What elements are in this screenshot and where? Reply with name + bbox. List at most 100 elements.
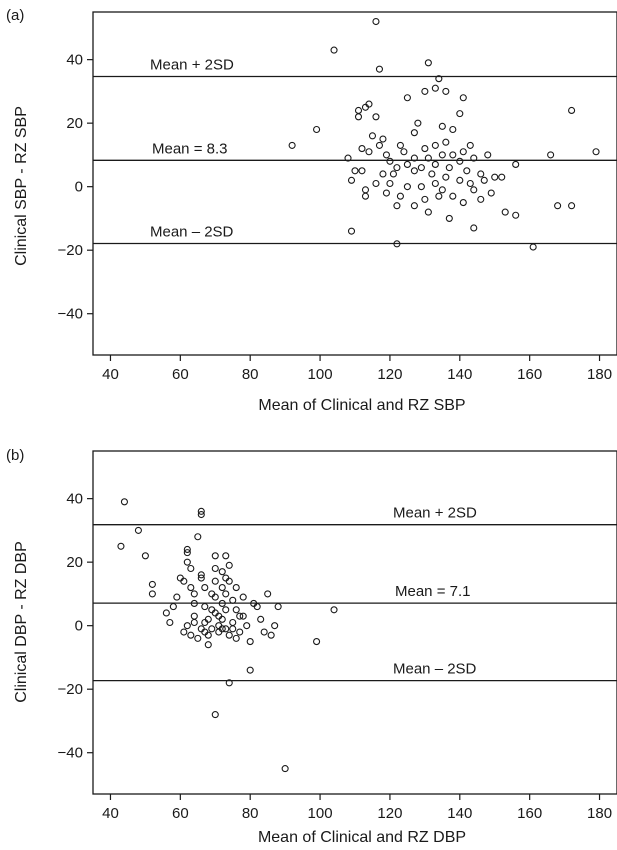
panel-b-data-point: [183, 558, 191, 566]
panel-a-data-point: [498, 173, 506, 181]
panel-b-data-point: [204, 615, 212, 623]
panel-a-reference-line-label: Mean – 2SD: [150, 224, 234, 241]
panel-a-data-point: [445, 214, 453, 222]
panel-a-data-point: [421, 145, 429, 153]
panel-b-data-point: [197, 625, 205, 633]
panel-a-data-point: [456, 110, 464, 118]
panel-a-data-point: [431, 84, 439, 92]
panel-a-data-point: [554, 202, 562, 210]
panel-a-y-tick-label: 0: [75, 179, 83, 196]
panel-a-x-tick-label: 140: [447, 366, 472, 383]
panel-b-data-point: [190, 590, 198, 598]
panel-b-data-point: [204, 631, 212, 639]
panel-b-data-point: [162, 609, 170, 617]
panel-a-data-point: [449, 192, 457, 200]
panel-a-data-point: [431, 179, 439, 188]
panel-a-data-point: [445, 164, 453, 172]
panel-a-data-point: [512, 211, 520, 219]
panel-a-data-point: [480, 176, 488, 184]
panel-a-data-point: [354, 113, 363, 121]
panel-a-x-tick-label: 180: [587, 366, 612, 383]
panel-b-x-tick-label: 40: [102, 805, 119, 822]
panel-a-data-point: [421, 195, 429, 203]
panel-a-data-point: [354, 106, 363, 115]
panel-a-data-point: [393, 164, 401, 172]
panel-b-data-point: [211, 552, 219, 560]
panel-b-data-point: [211, 564, 219, 573]
panel-b-data-point: [211, 593, 219, 601]
panel-a-data-point: [438, 151, 446, 159]
panel-a-data-point: [396, 141, 404, 149]
panel-b-x-tick-label: 120: [377, 805, 402, 822]
panel-a-data-point: [568, 202, 576, 210]
panel-a-data-point: [456, 176, 464, 184]
panel-a-data-point: [438, 186, 446, 194]
panel-a-data-point: [477, 195, 485, 203]
panel-a-x-axis-label: Mean of Clinical and RZ SBP: [258, 397, 465, 414]
panel-b-data-point: [264, 590, 272, 598]
panel-b-data-point: [183, 549, 191, 557]
panel-a-data-point: [396, 192, 404, 200]
panel-b-data-point: [229, 618, 237, 627]
panel-b-x-tick-label: 180: [587, 805, 612, 822]
panel-a-data-point: [491, 173, 499, 181]
panel-a-data-point: [403, 160, 411, 168]
panel-b-x-tick-label: 80: [242, 805, 259, 822]
panel-b-data-point: [218, 584, 226, 592]
panel-a-data-point: [330, 46, 338, 54]
panel-b-data-point: [180, 577, 188, 585]
panel-b-data-point: [204, 641, 212, 649]
panel-a-y-tick-label: −20: [58, 242, 83, 259]
panel-b-data-point: [236, 612, 244, 620]
panel-b-data-point: [190, 618, 198, 627]
panel-a-data-point: [410, 167, 418, 175]
panel-b-plot-frame: [92, 450, 617, 795]
panel-a-data-point: [386, 157, 394, 165]
panel-a-data-point: [410, 202, 418, 210]
panel-b-data-point: [243, 622, 251, 630]
panel-a-data-point: [379, 170, 387, 178]
panel-a-data-point: [403, 183, 411, 191]
panel-b-data-point: [222, 606, 230, 614]
panel-a-data-point: [417, 164, 425, 172]
panel-b-data-point: [225, 679, 233, 687]
panel-a-data-point: [442, 138, 450, 146]
panel-a-points: [288, 17, 600, 251]
panel-a-x-ticks: 40 60 80 100 120 140 160 180: [102, 355, 612, 383]
panel-b-data-point: [257, 615, 265, 623]
panel-b-data-point: [117, 542, 125, 550]
panel-b-y-tick-label: 40: [66, 491, 83, 508]
panel-a-data-point: [361, 186, 370, 194]
panel-b-data-point: [218, 568, 226, 576]
panel-b-data-point: [225, 577, 233, 585]
panel-a-data-point: [459, 148, 467, 156]
panel-b-y-tick-label: 0: [75, 618, 83, 635]
panel-a-x-tick-label: 80: [242, 366, 259, 383]
panel-a-data-point: [414, 119, 422, 127]
panel-a-x-tick-label: 120: [377, 366, 402, 383]
panel-a-data-point: [358, 167, 366, 175]
panel-a-plot-frame: [92, 11, 617, 356]
panel-a-data-point: [372, 17, 380, 26]
panel-b-data-point: [208, 625, 216, 633]
panel-a-data-point: [435, 75, 443, 83]
panel-a-data-point: [459, 199, 467, 207]
panel-b-data-point: [180, 628, 188, 636]
panel-a: (a) 40 60 80 100 120 140 160 180 −40 −20 0 20 40 Me…: [6, 7, 617, 414]
panel-b-data-point: [211, 711, 219, 719]
panel-a-data-point: [393, 240, 401, 248]
panel-a-data-point: [449, 151, 457, 159]
panel-b-data-point: [169, 603, 177, 611]
panel-b-data-point: [211, 577, 219, 585]
panel-b-data-point: [222, 552, 230, 560]
panel-b-y-tick-label: −20: [58, 681, 83, 698]
panel-a-data-point: [382, 151, 390, 159]
panel-b-x-ticks: 40 60 80 100 120 140 160 180: [102, 794, 612, 822]
panel-a-data-point: [568, 106, 576, 115]
panel-a-data-point: [347, 227, 356, 235]
panel-b-points: [117, 498, 338, 773]
panel-a-data-point: [487, 189, 495, 197]
panel-a-data-point: [438, 122, 446, 130]
panel-a-data-point: [347, 176, 356, 184]
panel-a-y-axis-label: Clinical SBP - RZ SBP: [13, 106, 30, 266]
